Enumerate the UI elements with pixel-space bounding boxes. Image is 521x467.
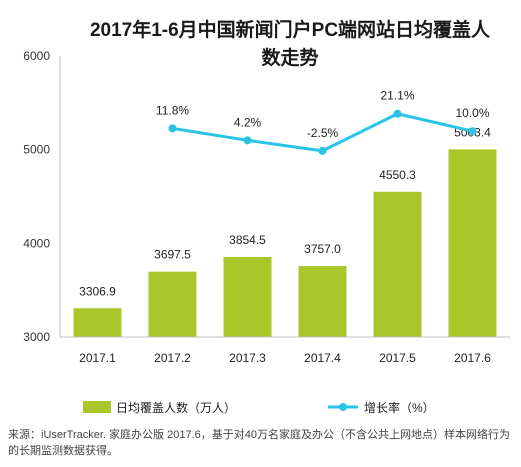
legend-line-label: 增长率（%） <box>364 400 435 415</box>
legend-bar-label: 日均覆盖人数（万人） <box>116 400 236 415</box>
legend-line-marker <box>339 403 347 411</box>
x-tick-label: 2017.5 <box>379 351 416 365</box>
x-tick-label: 2017.2 <box>154 351 191 365</box>
y-tick-label: 4000 <box>23 236 50 250</box>
y-tick-label: 5000 <box>23 143 50 157</box>
growth-value-label: 11.8% <box>156 103 189 117</box>
y-tick-label: 3000 <box>23 330 50 344</box>
bar-2017.3 <box>223 256 272 337</box>
x-tick-label: 2017.6 <box>454 351 491 365</box>
bar-2017.6 <box>448 149 497 337</box>
bar-2017.5 <box>373 191 422 337</box>
growth-value-label: -2.5% <box>307 126 339 140</box>
x-tick-label: 2017.4 <box>304 351 341 365</box>
growth-point-2017.2 <box>168 124 177 133</box>
bar-value-label: 3854.5 <box>229 233 266 247</box>
growth-point-2017.4 <box>318 146 327 155</box>
growth-value-label: 10.0% <box>455 106 489 120</box>
growth-value-label: 21.1% <box>380 89 414 103</box>
bar-value-label: 3306.9 <box>79 284 116 298</box>
x-tick-label: 2017.3 <box>229 351 266 365</box>
chart-title-line-1: 2017年1-6月中国新闻门户PC端网站日均覆盖人 <box>89 20 491 41</box>
legend-bar-swatch <box>83 401 111 413</box>
x-tick-label: 2017.1 <box>79 351 116 365</box>
growth-point-2017.6 <box>468 127 477 136</box>
growth-point-2017.3 <box>243 136 252 145</box>
bar-2017.1 <box>73 308 122 337</box>
growth-value-label: 4.2% <box>234 115 262 129</box>
source-note: 来源：iUserTracker. 家庭办公版 2017.6，基于对40万名家庭及… <box>8 429 510 457</box>
bar-value-label: 3757.0 <box>304 242 341 256</box>
bar-2017.4 <box>298 266 347 337</box>
y-tick-label: 6000 <box>23 49 50 63</box>
bar-value-label: 4550.3 <box>379 168 416 182</box>
chart-title-line-2: 数走势 <box>261 48 319 69</box>
growth-point-2017.5 <box>393 109 402 118</box>
bar-value-label: 3697.5 <box>154 248 191 262</box>
bar-2017.2 <box>148 271 197 337</box>
